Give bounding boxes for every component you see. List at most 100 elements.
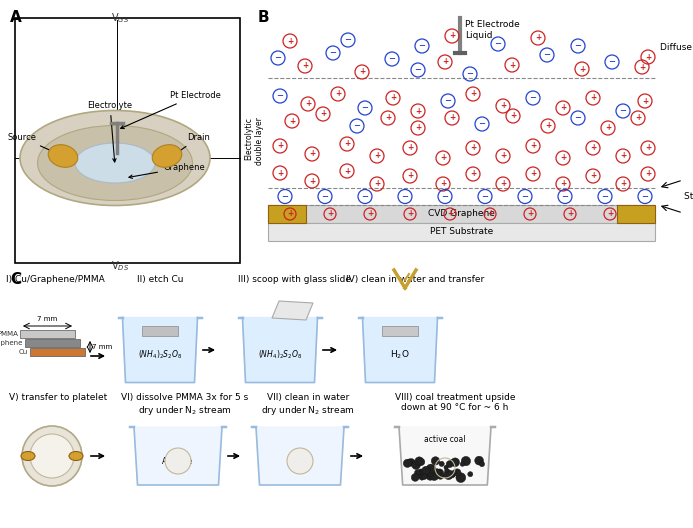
Text: +: + [287,36,293,45]
Circle shape [450,459,455,464]
Text: 7 mm: 7 mm [37,316,58,322]
Text: +: + [500,101,506,110]
Text: +: + [620,180,626,188]
Polygon shape [399,427,491,485]
Text: +: + [590,93,596,102]
Text: +: + [500,152,506,161]
Text: +: + [470,90,476,99]
Circle shape [444,465,448,469]
Ellipse shape [75,143,155,183]
Text: +: + [320,109,326,118]
Text: Pt Electrode: Pt Electrode [465,20,520,29]
Text: +: + [530,169,536,178]
Circle shape [445,468,449,473]
Text: −: − [543,51,550,60]
Text: B: B [258,10,270,25]
Text: +: + [309,176,315,185]
Polygon shape [256,427,344,485]
Circle shape [417,469,425,476]
Circle shape [165,448,191,474]
Text: +: + [374,152,380,161]
Text: VIII) coal treatment upside
down at 90 °C for ~ 6 h: VIII) coal treatment upside down at 90 °… [395,393,516,412]
Text: +: + [305,99,311,108]
Text: −: − [522,192,529,201]
Text: +: + [327,210,333,219]
Text: +: + [579,64,585,73]
Text: +: + [359,68,365,77]
Text: II) etch Cu: II) etch Cu [137,275,183,284]
Circle shape [30,434,74,478]
Text: +: + [440,154,446,163]
Text: +: + [407,172,413,181]
Circle shape [426,472,435,480]
Circle shape [426,468,435,476]
Text: −: − [274,53,281,62]
Text: I) Cu/Graphene/PMMA: I) Cu/Graphene/PMMA [6,275,105,284]
Text: +: + [442,58,448,67]
Bar [30,348,85,356]
Text: −: − [574,42,581,51]
Text: +: + [374,180,380,188]
Circle shape [450,473,455,478]
Text: +: + [449,114,455,122]
Circle shape [403,459,412,467]
Text: Electrolyte: Electrolyte [87,101,132,162]
Text: +: + [607,210,613,219]
Text: +: + [449,32,455,41]
Circle shape [468,472,473,477]
Text: IV) clean in water and transfer: IV) clean in water and transfer [346,275,484,284]
Text: −: − [620,107,626,116]
Circle shape [439,461,444,466]
Text: +: + [510,111,516,120]
Text: Stern layer: Stern layer [684,192,693,201]
Text: Electrolytic
double layer: Electrolytic double layer [245,118,264,165]
Text: −: − [401,192,408,201]
Circle shape [22,426,82,486]
Text: V) transfer to platelet: V) transfer to platelet [9,393,107,402]
Text: +: + [309,149,315,158]
Text: +: + [287,210,293,219]
Text: +: + [645,52,651,61]
Text: +: + [567,210,573,219]
Circle shape [407,459,415,466]
Text: H$_2$O: H$_2$O [292,455,308,467]
Ellipse shape [21,451,35,460]
Circle shape [456,473,466,483]
Ellipse shape [20,110,210,205]
Text: Source: Source [272,210,302,219]
Text: −: − [322,192,328,201]
Text: +: + [645,144,651,153]
Text: CVD Graphene: CVD Graphene [428,210,495,219]
Ellipse shape [152,145,182,167]
Text: +: + [277,142,283,150]
Text: +: + [620,152,626,161]
Text: PET Substrate: PET Substrate [430,228,493,237]
Ellipse shape [37,126,193,201]
Polygon shape [272,301,313,320]
Bar [268,205,655,223]
Circle shape [454,469,461,476]
Text: +: + [344,139,350,148]
Text: +: + [560,180,566,188]
Text: Graphene: Graphene [129,163,204,178]
Text: +: + [500,180,506,188]
Bar [617,205,655,223]
Circle shape [430,472,439,480]
Circle shape [411,474,419,482]
Text: +: + [470,169,476,178]
Text: +: + [590,144,596,153]
Circle shape [426,464,436,474]
Circle shape [462,456,471,466]
Text: −: − [344,35,351,44]
Text: −: − [414,65,421,74]
Polygon shape [362,317,437,382]
Circle shape [480,461,484,467]
Text: H$_2$O: H$_2$O [390,349,410,361]
Bar [142,326,178,336]
Text: +: + [509,61,515,70]
Circle shape [460,462,464,466]
Circle shape [414,469,421,476]
Text: +: + [277,168,283,177]
Text: Acetone: Acetone [162,457,193,466]
Text: +: + [605,124,611,133]
